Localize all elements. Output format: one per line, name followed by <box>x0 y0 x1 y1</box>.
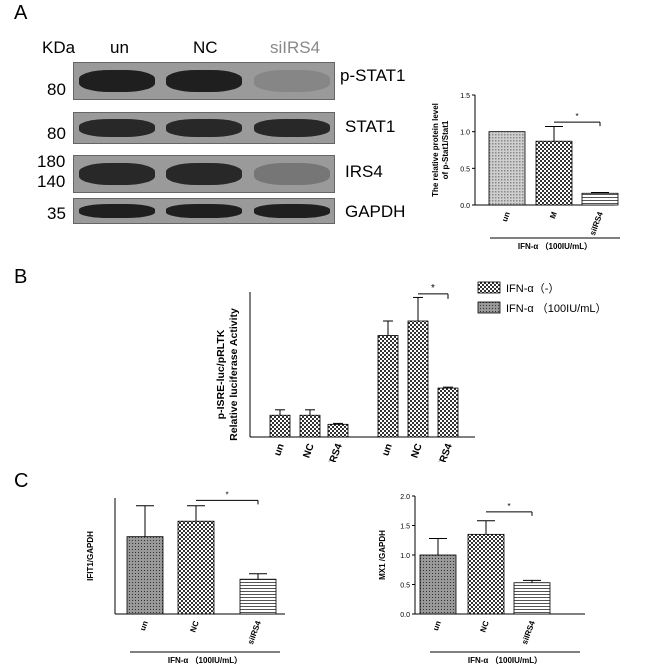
y-axis-label: of p-Stat1/Stat1 <box>441 120 450 179</box>
blot-band <box>166 70 242 92</box>
chart-b-luciferase: un NC siIRS4 un NC siIRS4 * p-ISRE-luc/pRLTK Rel… <box>215 281 607 462</box>
bar <box>407 320 429 438</box>
blot-band <box>166 163 242 185</box>
protein-label-gapdh: GAPDH <box>345 202 406 221</box>
group-label: IFN-α （100IU/mL） <box>468 655 542 664</box>
y-tick-label: 1.0 <box>400 553 410 560</box>
legend-swatch <box>477 281 501 294</box>
x-tick-label: un <box>431 620 443 632</box>
x-tick-label: NC <box>302 442 317 459</box>
mw-marker-80-a: 80 <box>47 80 66 99</box>
group-label: IFN-α （100IU/mL） <box>518 241 592 251</box>
blot-strip-p-stat1 <box>73 62 335 100</box>
mw-marker-180: 180 <box>37 152 66 171</box>
x-tick-label: un <box>500 211 512 223</box>
bar <box>327 423 349 438</box>
bar <box>269 414 291 438</box>
x-tick-label: siIRS4 <box>520 619 537 646</box>
blot-band <box>254 70 330 92</box>
x-tick-label: M <box>548 210 559 220</box>
lane-label-nc: NC <box>193 38 218 57</box>
chart-c-mx1: 0.0 0.5 1.0 1.5 2.0 un NC siIRS4 * MX1 /GAPDH IFN-… <box>378 494 585 664</box>
blot-band <box>166 204 242 218</box>
y-axis-label: The relative protein level <box>431 103 440 197</box>
x-tick-label: NC <box>410 442 425 459</box>
legend-label: IFN-α（-） <box>506 282 559 295</box>
significance-star: * <box>507 502 510 511</box>
bar <box>535 140 573 206</box>
y-tick-label: 0.5 <box>460 166 470 173</box>
kda-label: KDa <box>42 38 76 57</box>
blot-band <box>254 119 330 137</box>
x-tick-label: siIRS4 <box>588 210 605 237</box>
legend-label: IFN-α （100IU/mL） <box>506 302 607 315</box>
bar <box>437 387 459 438</box>
blot-band <box>79 70 155 92</box>
blot-band <box>254 163 330 185</box>
y-tick-label: 2.0 <box>400 494 410 501</box>
panel-c-label: C <box>14 470 29 492</box>
significance-star: * <box>575 112 578 121</box>
blot-strip-stat1 <box>73 112 335 144</box>
mw-marker-35: 35 <box>47 204 66 223</box>
bar <box>239 578 277 615</box>
panel-b-label: B <box>14 266 28 288</box>
bar <box>299 414 321 438</box>
protein-label-pstat1: p-STAT1 <box>340 66 406 85</box>
mw-marker-80-b: 80 <box>47 124 66 143</box>
y-tick-label: 0.0 <box>460 203 470 210</box>
significance-star: * <box>431 283 435 294</box>
x-tick-label: siIRS4 <box>434 442 455 462</box>
significance-star: * <box>225 490 228 499</box>
chart-c-ifit1: un NC siIRS4 * IFIT1/GAPDH IFN-α （100IU/mL） <box>86 490 285 664</box>
bar <box>126 536 164 615</box>
y-axis-label: MX1 /GAPDH <box>378 530 387 580</box>
bar <box>488 131 526 206</box>
y-axis-label: Relative luciferase Activity <box>228 308 240 441</box>
panel-a-label: A <box>14 2 28 24</box>
lane-label-siirs4: siIRS4 <box>270 38 321 57</box>
y-tick-label: 1.5 <box>460 93 470 100</box>
bar <box>513 582 551 615</box>
mw-marker-140: 140 <box>37 172 66 191</box>
x-tick-label: un <box>380 442 395 457</box>
blot-band <box>79 163 155 185</box>
y-axis-label: p-ISRE-luc/pRLTK <box>215 329 227 419</box>
x-tick-label: NC <box>478 619 490 633</box>
protein-label-irs4: IRS4 <box>345 162 383 181</box>
x-tick-label: NC <box>188 619 200 633</box>
blot-band <box>79 204 155 218</box>
y-axis-label: IFIT1/GAPDH <box>86 531 95 581</box>
y-tick-label: 0.0 <box>400 612 410 619</box>
bar <box>581 192 619 206</box>
blot-band <box>254 204 330 218</box>
blot-strip-irs4 <box>73 155 335 193</box>
blot-band <box>79 119 155 137</box>
bar <box>467 533 505 615</box>
x-tick-label: siIRS4 <box>324 442 345 462</box>
x-tick-label: siIRS4 <box>246 619 263 646</box>
lane-label-un: un <box>110 38 129 57</box>
x-tick-label: un <box>272 442 287 457</box>
bar <box>177 520 215 615</box>
protein-label-stat1: STAT1 <box>345 117 396 136</box>
blot-strip-gapdh <box>73 198 335 224</box>
bar <box>377 335 399 438</box>
y-tick-label: 1.5 <box>400 524 410 531</box>
y-tick-label: 0.5 <box>400 583 410 590</box>
y-tick-label: 1.0 <box>460 130 470 137</box>
blot-band <box>166 119 242 137</box>
legend-swatch <box>477 301 501 314</box>
group-label: IFN-α （100IU/mL） <box>168 655 242 664</box>
x-tick-label: un <box>138 620 150 632</box>
bar <box>419 554 457 615</box>
